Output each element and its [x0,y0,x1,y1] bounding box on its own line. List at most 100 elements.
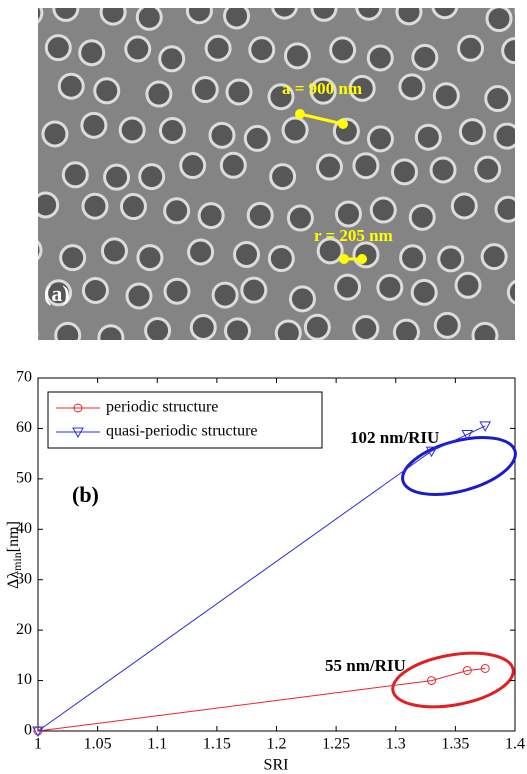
sem-hole [145,80,173,108]
sem-hole [81,276,109,304]
sem-hole [414,123,442,151]
pitch-dot [338,119,348,129]
sem-hole [52,8,80,22]
x-tick-label: 1.05 [84,736,112,753]
sem-hole [429,156,457,184]
sem-hole [10,155,34,179]
sem-hole [59,244,87,272]
marker [479,421,492,432]
sem-hole [78,39,106,67]
sem-hole [38,191,60,219]
x-tick-label: 1.2 [267,736,287,753]
sem-hole [189,314,217,340]
y-tick-label: 20 [16,621,32,638]
sem-hole [521,321,527,345]
pitch-label: a = 900 nm [282,79,362,98]
sem-hole [433,311,461,339]
sem-hole [366,44,394,72]
sem-hole [283,42,311,70]
sem-hole [281,116,309,144]
sem-hole [12,76,36,100]
sem-hole [100,237,128,265]
y-tick-label: 0 [24,722,32,739]
sem-hole [376,273,404,301]
sem-hole [41,120,69,148]
sem-hole [61,161,89,189]
sem-hole [187,238,215,266]
y-tick-label: 70 [16,369,32,386]
sem-hole [103,163,131,191]
sem-hole [399,244,427,272]
panel-label: (a) [44,281,70,306]
sem-hole [485,8,513,33]
sem-hole [208,121,236,149]
legend-label: periodic structure [106,399,218,416]
sem-hole [432,82,460,110]
sem-hole [225,78,253,106]
series-line [37,425,486,732]
x-tick-label: 1 [34,736,42,753]
sem-hole [355,8,383,21]
sem-hole [269,163,297,191]
series-line [37,667,486,732]
sem-hole [119,193,147,221]
sem-hole [246,201,274,229]
sem-hole [138,163,166,191]
sem-hole [395,8,423,26]
sem-hole [348,74,376,102]
x-tick-label: 1.4 [505,736,525,753]
sem-hole [191,76,219,104]
sem-hole [97,324,125,340]
sem-hole [431,8,459,20]
sem-hole [390,158,418,186]
panel-label: (b) [72,482,99,507]
sem-hole [163,197,191,225]
sem-hole [410,278,438,306]
sem-hole [521,234,527,258]
y-axis-label-main: Δλ [5,571,22,589]
x-tick-label: 1.3 [386,736,406,753]
sem-hole [80,111,108,139]
sem-hole [163,277,191,305]
sem-hole [124,35,152,63]
sem-hole [45,279,73,307]
annotation: 55 nm/RIU [325,656,406,675]
sem-hole [398,73,426,101]
sem-hole [93,77,121,105]
sem-hole [493,122,515,150]
marker [427,676,437,686]
legend-marker [73,403,83,413]
y-axis-label-sub: min [10,552,24,571]
sem-hole [352,241,380,269]
sem-hole [81,192,109,220]
sem-hole [158,45,186,73]
sem-hole [271,8,298,20]
sem-hole [99,8,127,26]
marker [425,446,438,458]
y-tick-label: 60 [16,419,32,436]
sem-hole [267,83,295,111]
radius-dot [357,254,367,264]
sem-hole [392,318,420,340]
sem-hole [267,245,295,273]
sem-hole [506,279,515,305]
sem-hole [136,244,164,272]
sem-hole [309,77,337,105]
sem-hole [514,8,515,16]
sem-hole [219,151,247,179]
sem-hole [329,36,357,64]
sem-hole [457,34,485,62]
y-tick-label: 10 [16,671,32,688]
sem-hole [54,321,82,340]
radius-label: r = 205 nm [314,226,393,245]
sem-hole [57,72,85,100]
sem-hole [135,8,163,31]
sem-hole [38,8,44,24]
sem-hole [352,315,380,340]
highlight-ellipse [391,651,515,709]
legend-label: quasi-periodic structure [106,423,258,440]
sem-hole [286,204,314,232]
sem-hole [454,271,482,299]
sem-hole [211,281,239,309]
marker [462,665,472,675]
